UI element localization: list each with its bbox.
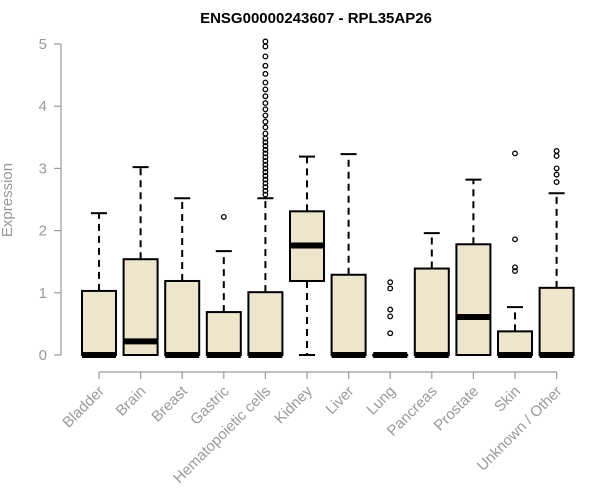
outlier-point	[553, 165, 560, 172]
x-tick-label: Kidney	[271, 382, 316, 427]
box-group	[538, 148, 575, 358]
outlier-point	[262, 161, 269, 168]
y-tick-label: 4	[39, 98, 47, 115]
outlier-point	[262, 112, 269, 119]
iqr-box	[455, 243, 492, 356]
outlier-point	[512, 150, 518, 157]
box-group	[247, 38, 284, 358]
outlier-point	[553, 171, 560, 178]
outlier-point	[262, 86, 269, 93]
x-tick-label: Lung	[363, 383, 399, 419]
outlier-point	[262, 124, 269, 131]
box-group	[372, 279, 409, 358]
outlier-point	[387, 306, 394, 313]
x-tick-label: Prostate	[431, 383, 483, 435]
outlier-point	[387, 330, 394, 337]
outlier-point	[262, 154, 269, 161]
outlier-point	[512, 264, 518, 271]
outlier-point	[262, 118, 269, 125]
outlier-point	[553, 148, 560, 154]
iqr-box	[247, 291, 284, 357]
y-tick-label: 2	[39, 223, 47, 240]
box-group	[413, 232, 450, 358]
outlier-point	[262, 180, 269, 187]
outlier-point	[387, 279, 394, 286]
outlier-point	[262, 176, 269, 183]
box-group	[164, 197, 201, 358]
box-group	[81, 212, 117, 358]
box-group	[289, 155, 325, 356]
iqr-box	[164, 279, 201, 356]
outlier-point	[262, 79, 269, 86]
box-group	[122, 166, 159, 357]
outlier-point	[512, 236, 518, 243]
outlier-point	[262, 130, 269, 137]
iqr-box	[330, 273, 367, 356]
outlier-point	[262, 93, 269, 100]
iqr-box	[497, 330, 533, 357]
box-group	[330, 153, 367, 358]
outlier-point	[512, 268, 518, 274]
outlier-point	[553, 153, 560, 159]
box-group	[497, 150, 533, 358]
y-axis: 0 1 2 3 4 5	[39, 36, 62, 364]
outlier-point	[262, 146, 269, 153]
x-tick-label: Breast	[148, 382, 191, 425]
box-group	[205, 213, 242, 358]
outlier-point	[262, 165, 269, 172]
outlier-point	[262, 62, 269, 69]
x-tick-label: Bladder	[59, 383, 108, 432]
x-tick-label: Skin	[491, 383, 524, 416]
outlier-point	[387, 285, 394, 292]
outlier-point	[387, 313, 394, 320]
iqr-box	[538, 286, 575, 357]
box-group	[455, 178, 492, 356]
outlier-point	[262, 43, 269, 50]
y-tick-label: 0	[39, 347, 47, 364]
outlier-point	[262, 38, 269, 45]
outlier-point	[220, 213, 227, 220]
outlier-point	[262, 191, 269, 198]
outlier-point	[262, 53, 269, 60]
chart-title: ENSG00000243607 - RPL35AP26	[200, 10, 432, 27]
outlier-point	[262, 150, 269, 157]
y-tick-label: 3	[39, 160, 47, 177]
plot-area	[81, 38, 575, 358]
outlier-point	[262, 157, 269, 164]
y-tick-label: 5	[39, 36, 47, 53]
outlier-point	[262, 70, 269, 77]
outlier-point	[262, 184, 269, 191]
outlier-point	[262, 106, 269, 113]
iqr-box	[413, 267, 450, 356]
iqr-box	[81, 289, 117, 356]
x-tick-label: Brain	[113, 383, 150, 420]
outlier-point	[262, 187, 269, 194]
y-tick-label: 1	[39, 285, 47, 302]
outlier-point	[262, 169, 269, 176]
outlier-point	[262, 139, 269, 146]
x-tick-label: Liver	[322, 383, 357, 418]
outlier-point	[262, 172, 269, 179]
outlier-point	[262, 100, 269, 107]
outlier-point	[262, 143, 269, 149]
iqr-box	[205, 311, 242, 356]
outlier-point	[553, 179, 560, 186]
y-axis-label: Expression	[0, 163, 16, 237]
